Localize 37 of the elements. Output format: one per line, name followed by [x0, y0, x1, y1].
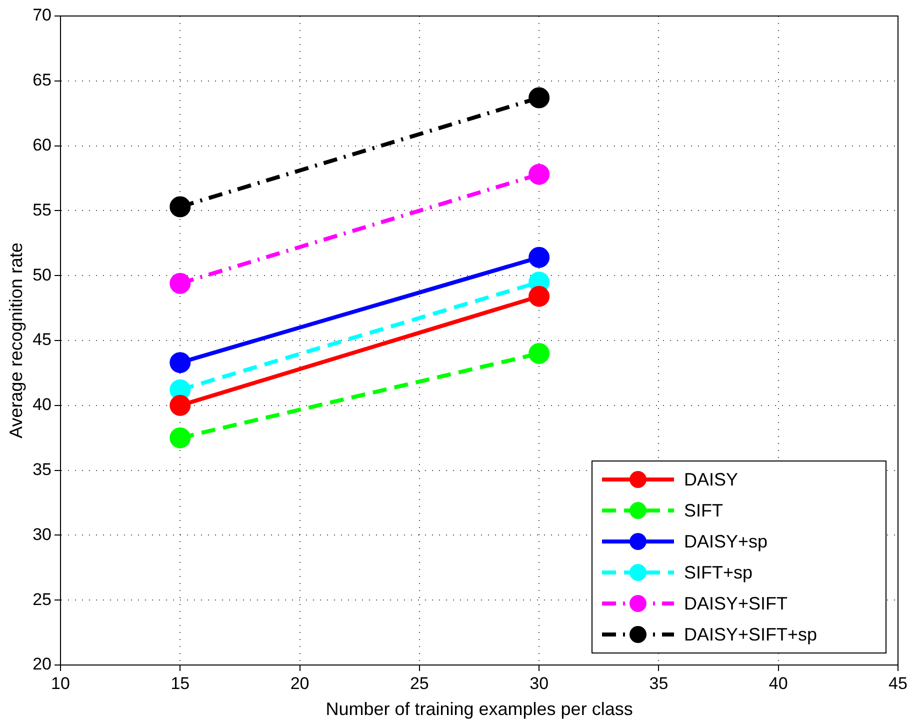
y-tick-label: 45: [32, 330, 52, 350]
y-tick-label: 20: [32, 654, 52, 674]
point: [170, 352, 191, 374]
y-tick-label: 55: [32, 200, 52, 220]
legend-label: SIFT+sp: [684, 562, 753, 582]
y-tick-label: 40: [32, 395, 52, 414]
point: [528, 164, 550, 185]
point: [170, 427, 191, 448]
legend-label: DAISY+SIFT: [684, 593, 788, 614]
legend-label: DAISY+sp: [684, 531, 768, 552]
x-tick-label: 25: [410, 674, 429, 693]
point: [528, 87, 550, 108]
point: [170, 394, 191, 416]
x-tick-label: 35: [649, 674, 668, 693]
y-tick-label: 25: [32, 590, 52, 609]
x-tick-label: 20: [290, 674, 310, 693]
x-tick-label: 40: [768, 674, 788, 693]
point: [170, 196, 191, 218]
x-tick-label: 15: [170, 674, 190, 693]
point: [528, 342, 550, 364]
x-tick-label: 45: [888, 674, 908, 693]
point: [170, 272, 191, 294]
y-tick-label: 50: [32, 265, 52, 284]
point: [528, 286, 550, 307]
legend-label: DAISY+SIFT+sp: [684, 624, 818, 644]
x-tick-label: 30: [530, 674, 549, 693]
y-tick-label: 70: [32, 6, 52, 25]
legend-label: SIFT: [684, 500, 723, 520]
y-tick-label: 60: [32, 135, 52, 154]
x-axis-title: Number of training examples per class: [326, 699, 633, 720]
point: [528, 246, 550, 268]
legend-label: DAISY: [684, 469, 738, 490]
y-axis-title: Average recognition rate: [6, 242, 26, 438]
y-tick-label: 65: [32, 70, 52, 90]
y-tick-label: 30: [32, 524, 52, 544]
x-tick-label: 10: [51, 674, 70, 693]
y-tick-label: 35: [32, 460, 52, 479]
